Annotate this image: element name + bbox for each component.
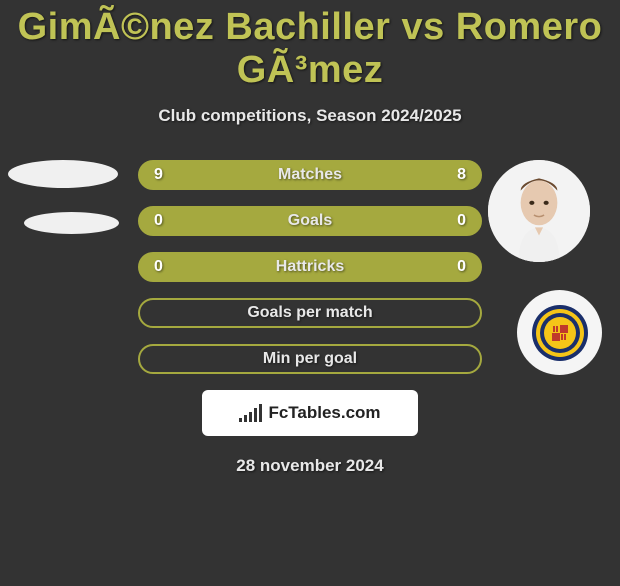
stat-row: 0 Hattricks 0 [138,252,482,282]
stat-right-value: 0 [446,258,466,276]
club-badge [517,290,602,375]
stat-row: Min per goal [138,344,482,374]
stat-label: Matches [278,166,342,184]
stats-list: 9 Matches 8 0 Goals 0 0 Hattricks 0 Goals per mat… [138,160,482,374]
stat-right-value: 8 [446,166,466,184]
stat-right-value: 0 [446,212,466,230]
date-label: 28 november 2024 [0,456,620,476]
player-left-avatar-placeholder-2 [24,212,119,234]
stat-left-value: 0 [154,212,174,230]
stat-left-value: 9 [154,166,174,184]
subtitle: Club competitions, Season 2024/2025 [0,106,620,126]
stat-row: 0 Goals 0 [138,206,482,236]
stat-label: Goals per match [247,304,372,322]
player-left-avatar-placeholder-1 [8,160,118,188]
stat-row: 9 Matches 8 [138,160,482,190]
stat-label: Goals [288,212,332,230]
player-right-avatar [488,160,590,262]
chart-icon [239,404,262,422]
site-badge: FcTables.com [202,390,418,436]
stat-label: Min per goal [263,350,357,368]
stat-left-value: 0 [154,258,174,276]
stat-row: Goals per match [138,298,482,328]
stat-label: Hattricks [276,258,344,276]
page-title: GimÃ©nez Bachiller vs Romero GÃ³mez [0,6,620,92]
site-name: FcTables.com [268,403,380,423]
comparison-panel: 9 Matches 8 0 Goals 0 0 Hattricks 0 Goals per mat… [0,160,620,476]
